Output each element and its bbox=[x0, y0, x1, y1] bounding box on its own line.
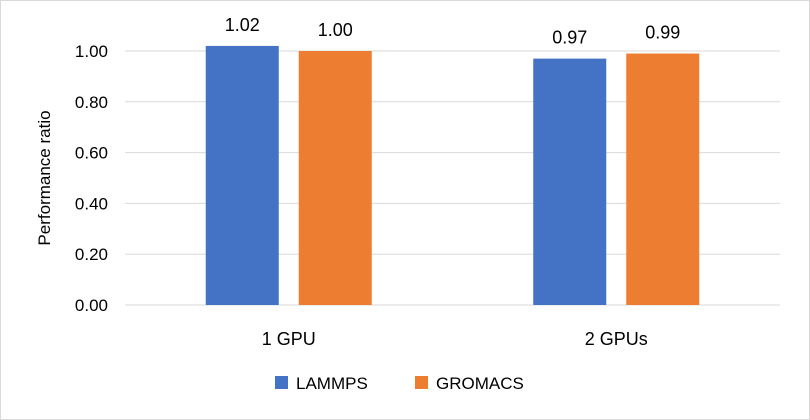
data-label: 1.02 bbox=[225, 15, 260, 35]
y-tick-label: 0.80 bbox=[75, 93, 108, 112]
y-tick-label: 0.00 bbox=[75, 296, 108, 315]
data-label: 0.97 bbox=[552, 28, 587, 48]
legend-label-lammps: LAMMPS bbox=[296, 374, 368, 393]
bars bbox=[205, 45, 700, 306]
y-axis-tick-labels: 0.00 0.20 0.40 0.60 0.80 1.00 bbox=[75, 42, 108, 315]
data-label: 1.00 bbox=[318, 20, 353, 40]
legend: LAMMPS GROMACS bbox=[275, 374, 524, 393]
y-axis-label: Performance ratio bbox=[35, 110, 54, 245]
y-tick-label: 0.40 bbox=[75, 194, 108, 213]
legend-swatch-lammps bbox=[275, 376, 288, 389]
x-category-label: 1 GPU bbox=[262, 329, 316, 349]
bar-lammps-2 bbox=[533, 58, 607, 306]
category-labels: 1 GPU 2 GPUs bbox=[262, 329, 648, 349]
legend-label-gromacs: GROMACS bbox=[436, 374, 524, 393]
data-label: 0.99 bbox=[645, 23, 680, 43]
bar-gromacs-1 bbox=[298, 51, 372, 305]
bar-lammps-1 bbox=[205, 45, 279, 306]
y-tick-label: 0.60 bbox=[75, 144, 108, 163]
data-labels: 1.02 1.00 0.97 0.99 bbox=[225, 15, 681, 48]
legend-swatch-gromacs bbox=[415, 376, 428, 389]
y-tick-label: 1.00 bbox=[75, 42, 108, 61]
bar-gromacs-2 bbox=[626, 53, 700, 305]
x-category-label: 2 GPUs bbox=[585, 329, 648, 349]
y-tick-label: 0.20 bbox=[75, 245, 108, 264]
